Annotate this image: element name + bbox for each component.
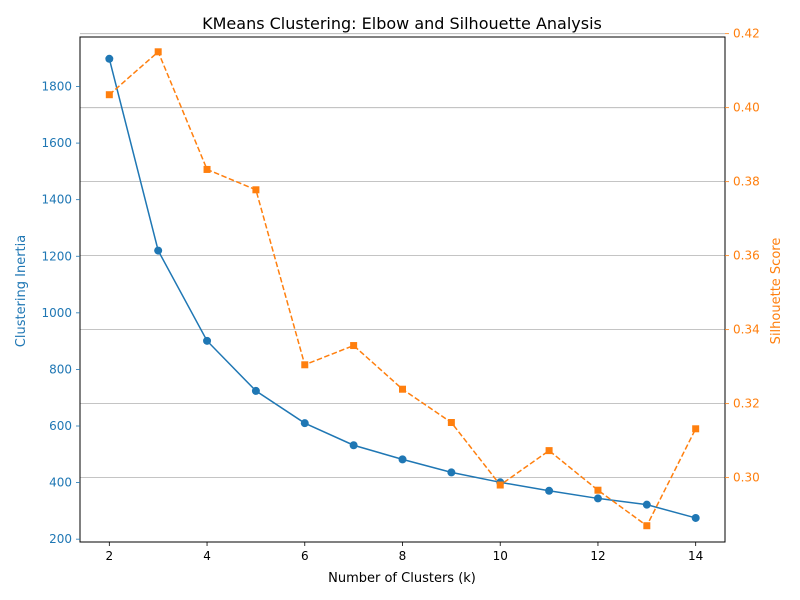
silhouette-point bbox=[154, 48, 162, 56]
silhouette-point bbox=[399, 385, 406, 393]
x-tick-label: 14 bbox=[688, 549, 703, 563]
x-tick-label: 2 bbox=[105, 549, 113, 563]
silhouette-point bbox=[545, 447, 553, 455]
silhouette-point bbox=[301, 361, 309, 369]
left-y-tick-label: 1000 bbox=[41, 306, 72, 320]
right-y-tick-label: 0.32 bbox=[733, 397, 760, 411]
right-y-tick-label: 0.36 bbox=[733, 249, 760, 263]
right-y-tick-label: 0.40 bbox=[733, 101, 760, 115]
inertia-point bbox=[203, 336, 212, 345]
series-lines bbox=[108, 50, 697, 527]
inertia-point bbox=[105, 54, 114, 63]
left-y-tick-label: 1400 bbox=[41, 193, 72, 207]
left-y-tick-label: 200 bbox=[49, 532, 72, 546]
plot-frame bbox=[79, 36, 726, 543]
x-axis-label: Number of Clusters (k) bbox=[328, 571, 476, 586]
x-tick-label: 6 bbox=[301, 549, 309, 563]
left-y-tick-label: 600 bbox=[49, 419, 72, 433]
chart-title: KMeans Clustering: Elbow and Silhouette … bbox=[202, 14, 602, 33]
inertia-point bbox=[349, 441, 358, 450]
x-tick-label: 12 bbox=[590, 549, 605, 563]
silhouette-point bbox=[594, 486, 602, 494]
silhouette-point bbox=[643, 522, 651, 530]
x-axis-ticks: 2 4 6 8 10 12 14 bbox=[105, 542, 703, 563]
silhouette-point bbox=[203, 165, 211, 173]
left-y-tick-label: 1600 bbox=[41, 136, 72, 150]
x-tick-label: 4 bbox=[203, 549, 211, 563]
inertia-point bbox=[642, 500, 651, 509]
series-markers bbox=[105, 48, 700, 530]
right-y-tick-label: 0.34 bbox=[733, 323, 760, 337]
right-y-tick-label: 0.30 bbox=[733, 471, 760, 485]
left-axis-label: Clustering Inertia bbox=[14, 235, 29, 347]
left-y-tick-label: 1800 bbox=[41, 80, 72, 94]
right-axis-ticks: 0.30 0.32 0.34 0.36 0.38 0.40 0.42 bbox=[725, 27, 760, 485]
inertia-point bbox=[398, 455, 407, 464]
inertia-line bbox=[108, 58, 696, 519]
inertia-point bbox=[593, 494, 602, 503]
right-axis-label: Silhouette Score bbox=[769, 238, 784, 345]
x-tick-label: 10 bbox=[493, 549, 508, 563]
left-y-tick-label: 1200 bbox=[41, 249, 72, 263]
silhouette-point bbox=[252, 186, 260, 194]
inertia-point bbox=[251, 386, 260, 395]
grid-lines bbox=[80, 33, 725, 479]
inertia-point bbox=[154, 246, 163, 255]
silhouette-point bbox=[105, 91, 113, 99]
x-tick-label: 8 bbox=[399, 549, 407, 563]
right-y-tick-label: 0.42 bbox=[733, 27, 760, 41]
left-y-tick-label: 800 bbox=[49, 362, 72, 376]
inertia-point bbox=[691, 513, 700, 522]
left-axis-ticks: 200 400 600 800 1000 1200 1400 1600 1800 bbox=[41, 80, 80, 546]
silhouette-point bbox=[447, 419, 455, 427]
left-y-tick-label: 400 bbox=[49, 476, 72, 490]
inertia-point bbox=[300, 419, 309, 428]
right-y-tick-label: 0.38 bbox=[733, 175, 760, 189]
silhouette-point bbox=[692, 425, 700, 433]
inertia-point bbox=[545, 486, 554, 495]
silhouette-point bbox=[496, 481, 504, 489]
silhouette-point bbox=[350, 342, 358, 350]
inertia-point bbox=[447, 468, 456, 477]
silhouette-line bbox=[108, 50, 697, 527]
